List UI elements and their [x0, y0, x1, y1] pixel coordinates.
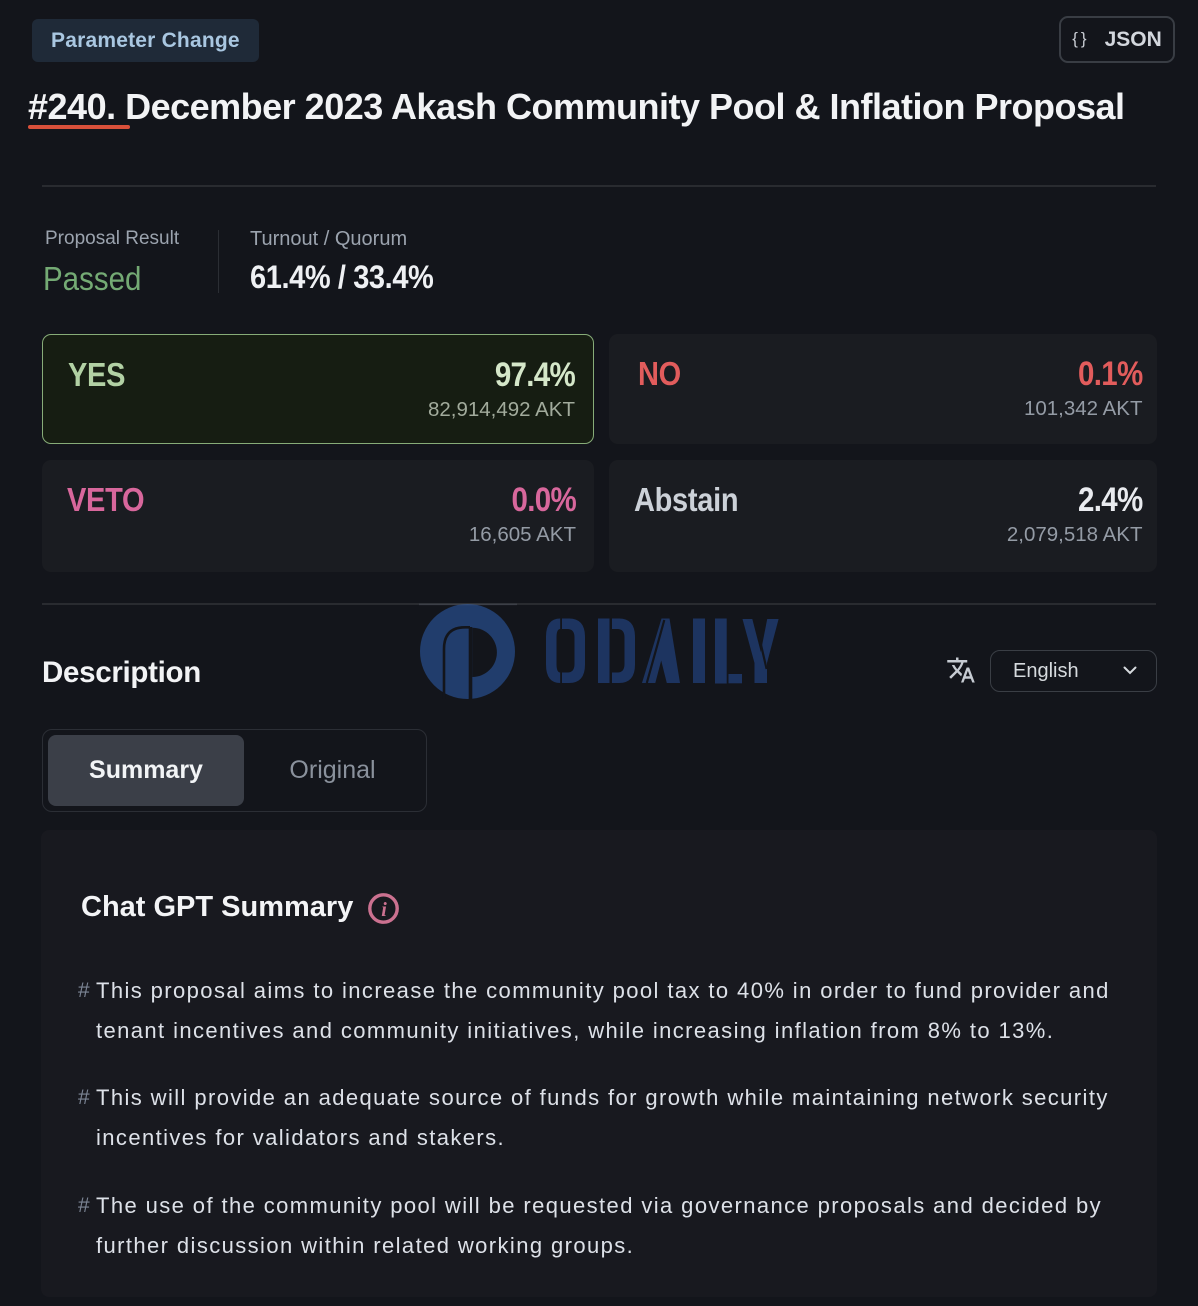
svg-text:i: i	[381, 899, 387, 921]
